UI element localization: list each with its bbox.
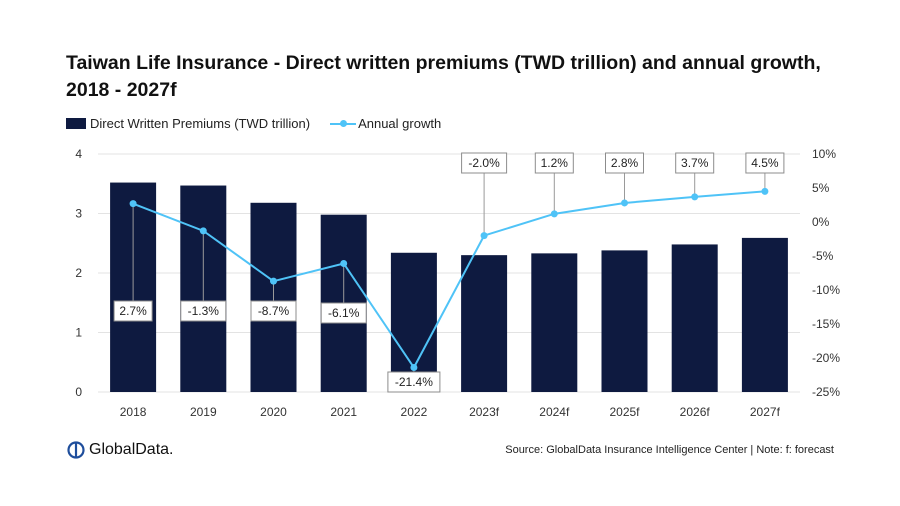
data-label: -2.0% bbox=[468, 156, 500, 170]
growth-point-2022 bbox=[410, 364, 418, 372]
data-label: 4.5% bbox=[751, 156, 779, 170]
data-label: -1.3% bbox=[188, 304, 220, 318]
y-right-tick-label: -15% bbox=[812, 317, 840, 331]
bar-2023f bbox=[461, 255, 508, 392]
data-label: -6.1% bbox=[328, 306, 360, 320]
growth-line bbox=[132, 190, 765, 370]
y-left-tick-label: 4 bbox=[75, 147, 82, 161]
legend-line-label: Annual growth bbox=[358, 115, 442, 131]
chart-legend: Direct Written Premiums (TWD trillion) A… bbox=[66, 114, 441, 132]
y-right-tick-label: -25% bbox=[812, 385, 840, 399]
growth-point-2018 bbox=[129, 200, 137, 208]
data-label-box bbox=[113, 300, 153, 322]
y-right-tick-label: 10% bbox=[812, 147, 836, 161]
growth-point-2024f bbox=[550, 210, 558, 218]
growth-point-2027f bbox=[761, 187, 769, 195]
x-tick-label: 2027f bbox=[750, 405, 781, 419]
data-label: -21.4% bbox=[395, 375, 433, 389]
logo-text: GlobalData. bbox=[89, 441, 174, 458]
x-tick-label: 2019 bbox=[190, 405, 217, 419]
data-label: -8.7% bbox=[258, 304, 290, 318]
legend-bar-label: Direct Written Premiums (TWD trillion) bbox=[90, 115, 311, 131]
y-left-tick-label: 0 bbox=[75, 385, 82, 399]
y-right-tick-label: -10% bbox=[812, 283, 840, 297]
growth-point-2020 bbox=[270, 277, 277, 285]
x-tick-label: 2022 bbox=[401, 405, 428, 419]
x-tick-label: 2020 bbox=[260, 405, 287, 419]
data-label-box bbox=[605, 152, 644, 174]
data-label-box bbox=[745, 152, 785, 174]
data-label: 3.7% bbox=[681, 156, 709, 170]
globaldata-logo: GlobalData. bbox=[66, 440, 174, 460]
x-tick-label: 2026f bbox=[680, 405, 711, 419]
x-tick-label: 2024f bbox=[539, 405, 570, 419]
y-right-tick-label: 0% bbox=[812, 215, 830, 229]
y-left-tick-label: 1 bbox=[75, 326, 82, 340]
y-right-tick-label: 5% bbox=[812, 181, 830, 195]
data-label-box bbox=[320, 302, 367, 324]
bar-2026f bbox=[671, 244, 718, 392]
growth-point-2025f bbox=[621, 199, 628, 207]
data-label-box bbox=[461, 152, 508, 174]
growth-point-2021 bbox=[340, 259, 348, 267]
data-label-box bbox=[675, 152, 715, 174]
data-label: 2.8% bbox=[611, 156, 639, 170]
y-right-tick-label: -20% bbox=[812, 351, 840, 365]
bar-2024f bbox=[531, 253, 578, 392]
data-label-box bbox=[180, 300, 227, 322]
growth-point-2026f bbox=[691, 193, 699, 201]
x-tick-label: 2025f bbox=[609, 405, 640, 419]
data-label: 1.2% bbox=[541, 156, 569, 170]
bar-2025f bbox=[601, 250, 648, 392]
growth-point-2023f bbox=[480, 232, 488, 240]
x-tick-label: 2018 bbox=[120, 405, 147, 419]
x-tick-label: 2021 bbox=[330, 405, 357, 419]
y-left-tick-label: 3 bbox=[75, 207, 82, 221]
globaldata-logo-icon bbox=[67, 441, 85, 459]
growth-point-2019 bbox=[199, 227, 207, 235]
y-left-tick-label: 2 bbox=[75, 266, 82, 280]
x-tick-label: 2023f bbox=[469, 405, 500, 419]
y-right-tick-label: -5% bbox=[812, 249, 834, 263]
data-label-box bbox=[387, 371, 441, 393]
legend-bar-swatch bbox=[66, 117, 86, 129]
legend-line-swatch bbox=[330, 118, 357, 129]
data-label-box bbox=[250, 300, 297, 322]
source-note: Source: GlobalData Insurance Intelligenc… bbox=[505, 444, 834, 456]
data-label-box bbox=[534, 152, 574, 174]
chart-title: Taiwan Life Insurance - Direct written p… bbox=[66, 52, 821, 101]
data-label: 2.7% bbox=[119, 304, 147, 318]
bar-2027f bbox=[741, 237, 788, 392]
